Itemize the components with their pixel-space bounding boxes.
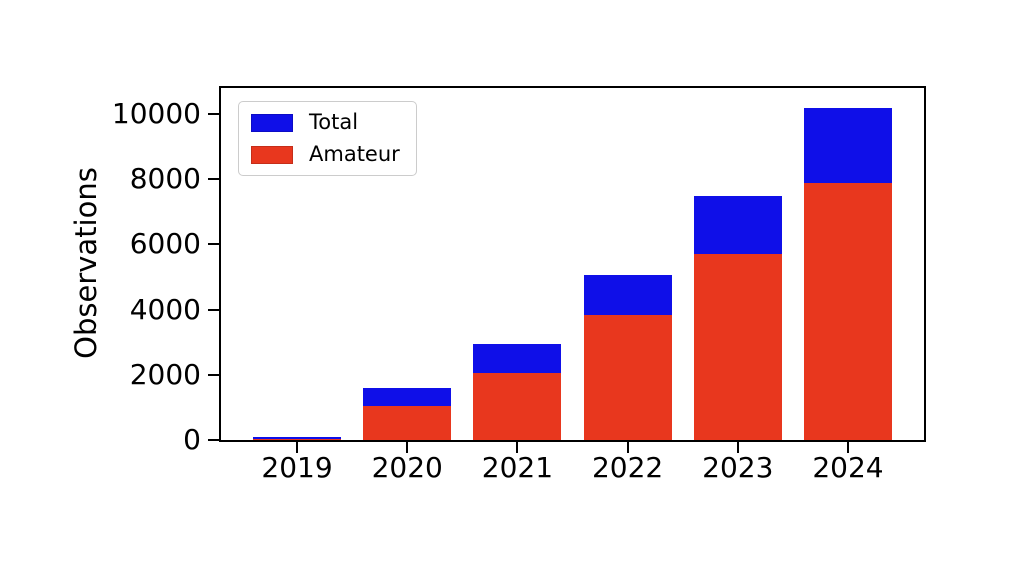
- x-tick-label: 2019: [261, 451, 333, 484]
- legend: Total Amateur: [238, 101, 417, 176]
- bar-total-2019: [252, 436, 342, 440]
- y-tick-label: 6000: [129, 227, 201, 261]
- x-tick-mark: [736, 442, 739, 453]
- x-tick-label: 2022: [591, 451, 664, 484]
- y-tick-label: 8000: [129, 162, 201, 196]
- y-tick-label: 2000: [129, 357, 201, 391]
- bar-amateur-2019: [252, 439, 342, 440]
- y-tick-mark: [208, 243, 219, 246]
- x-tick-mark: [846, 442, 849, 453]
- legend-label-total: Total: [309, 110, 359, 134]
- legend-entry-total: Total: [251, 112, 400, 133]
- bar-amateur-2021: [473, 373, 562, 440]
- x-tick-label: 2023: [702, 451, 774, 484]
- x-tick-mark: [296, 442, 299, 453]
- x-tick-mark: [516, 442, 519, 453]
- plot-area: Total Amateur 0 2000 4000 6000 8000 10000 2019…: [112, 86, 926, 482]
- legend-label-amateur: Amateur: [309, 142, 400, 166]
- y-tick-label: 0: [183, 423, 201, 456]
- y-tick-mark: [208, 178, 219, 181]
- bar-amateur-2022: [583, 315, 672, 440]
- y-tick-mark: [208, 308, 219, 311]
- y-tick-label: 4000: [129, 292, 201, 326]
- x-tick-label: 2024: [812, 451, 884, 484]
- y-tick-mark: [208, 113, 219, 116]
- y-axis-label: Observations: [69, 167, 103, 359]
- bar-amateur-2023: [693, 254, 782, 440]
- bar-amateur-2024: [803, 183, 893, 440]
- x-tick-label: 2020: [371, 451, 443, 484]
- x-tick-mark: [406, 442, 409, 453]
- bar-amateur-2020: [363, 405, 452, 440]
- y-tick-mark: [208, 439, 219, 441]
- y-tick-label: 10000: [111, 97, 201, 131]
- y-tick-mark: [208, 373, 219, 376]
- legend-entry-amateur: Amateur: [251, 144, 400, 165]
- legend-swatch-total-icon: [251, 113, 293, 132]
- legend-swatch-amateur-icon: [251, 145, 293, 164]
- x-tick-mark: [626, 442, 629, 453]
- x-tick-label: 2021: [481, 451, 554, 484]
